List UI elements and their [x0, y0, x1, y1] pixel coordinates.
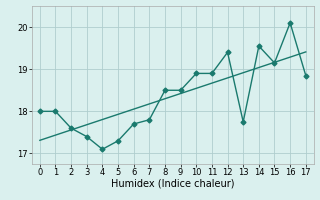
X-axis label: Humidex (Indice chaleur): Humidex (Indice chaleur) — [111, 179, 235, 189]
